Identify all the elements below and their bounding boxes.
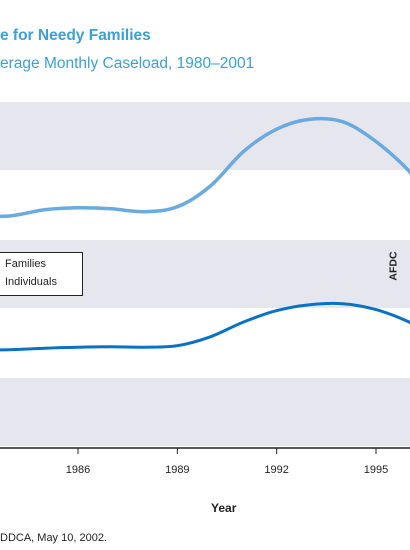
legend: Families Individuals xyxy=(0,252,83,296)
afdc-marker-label: AFDC xyxy=(374,246,410,286)
legend-item-individuals: Individuals xyxy=(5,276,57,288)
x-tick-label-1995: 1995 xyxy=(364,464,388,476)
x-tick-label-1992: 1992 xyxy=(264,464,288,476)
series-line-individuals xyxy=(0,301,410,352)
x-tick-label-1989: 1989 xyxy=(165,464,189,476)
grid-band-2 xyxy=(0,378,410,446)
chart-title: e for Needy Families xyxy=(0,27,151,44)
x-tick-label-1986: 1986 xyxy=(66,464,90,476)
legend-item-families: Families xyxy=(5,258,46,270)
chart-subtitle: erage Monthly Caseload, 1980–2001 xyxy=(0,55,255,72)
source-note: DDCA, May 10, 2002. xyxy=(0,532,107,544)
afdc-marker-text: AFDC xyxy=(387,251,400,281)
x-axis-label: Year xyxy=(211,501,237,515)
grid-band-0 xyxy=(0,102,410,170)
